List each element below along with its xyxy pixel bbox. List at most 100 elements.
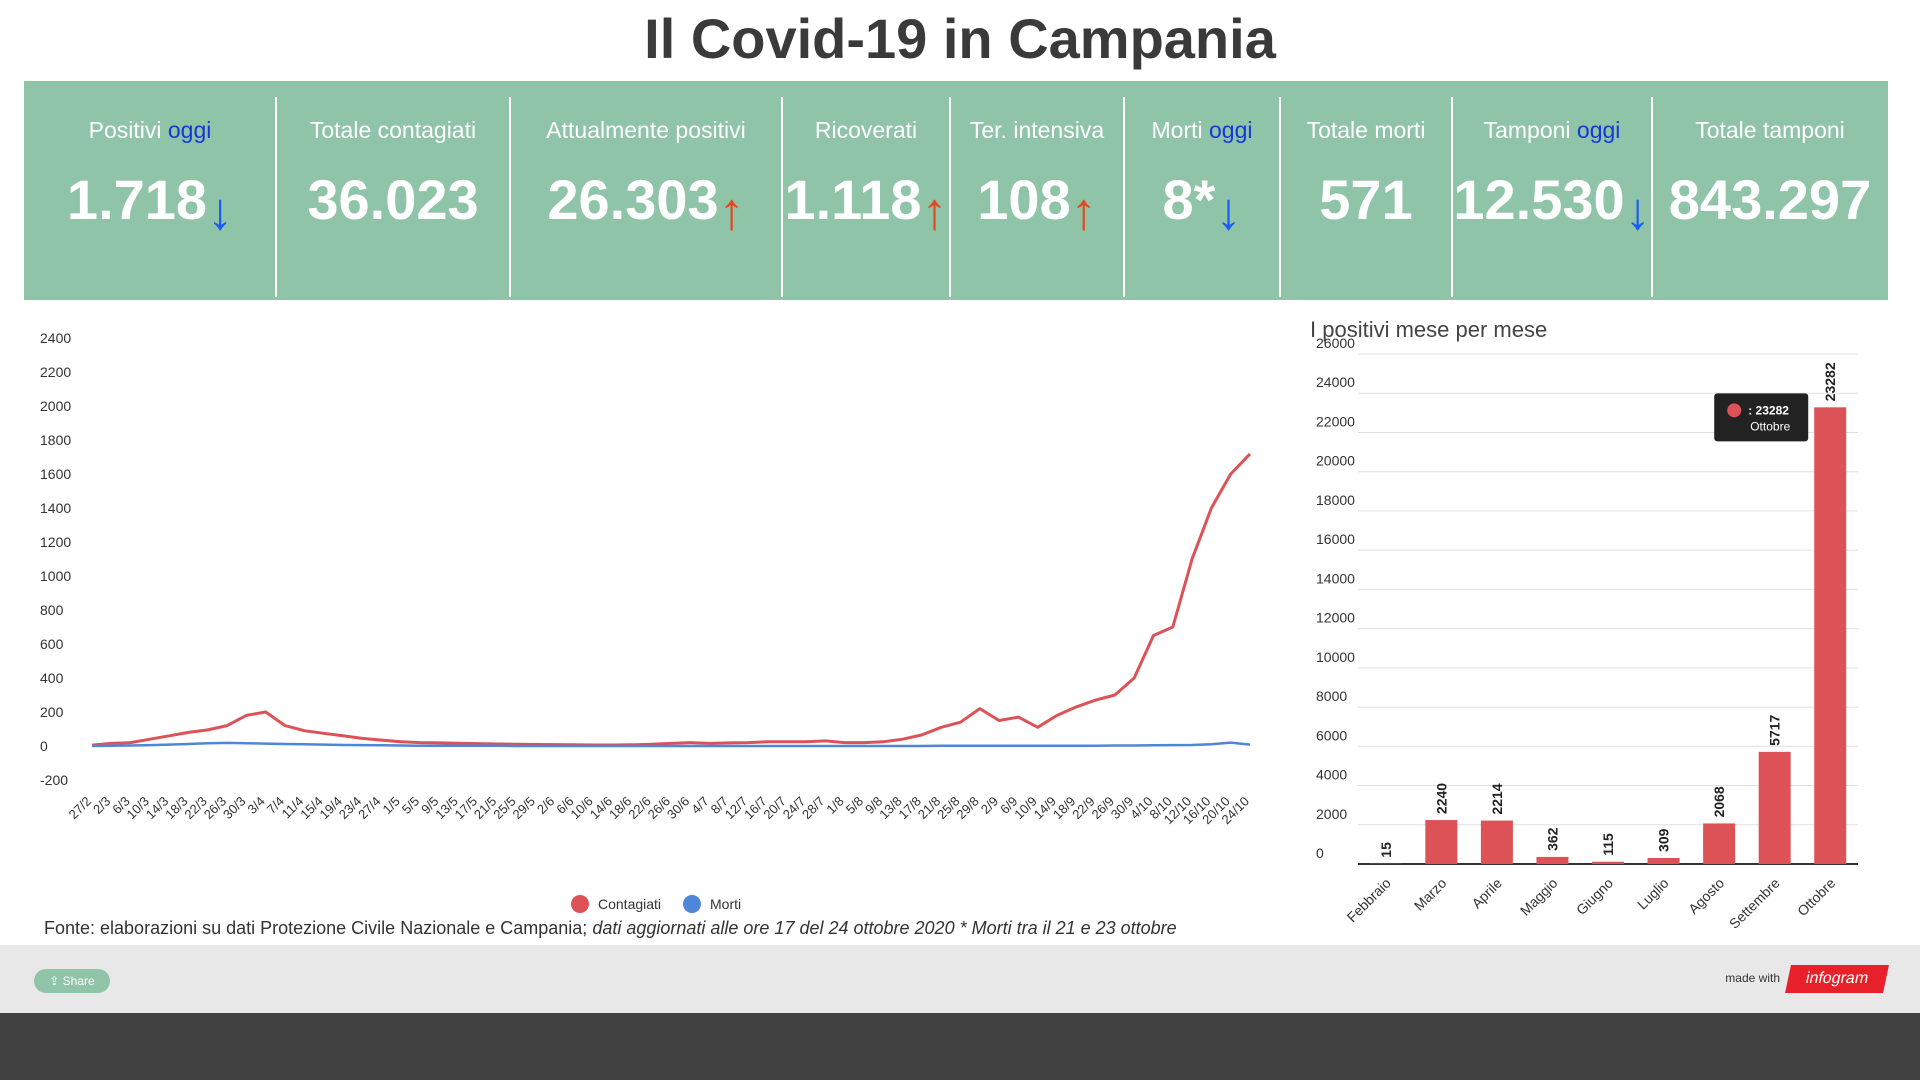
stat-card-4: Ter. intensiva 108↑ <box>950 81 1124 300</box>
bar <box>1536 856 1569 864</box>
category-label: Luglio <box>1634 875 1672 913</box>
stat-label-text: Totale contagiati <box>309 117 477 143</box>
stat-label: Positivi oggi <box>24 117 276 144</box>
y-tick-label: 10000 <box>1316 649 1355 665</box>
data-label: 362 <box>1544 827 1560 851</box>
y-tick-label: 4000 <box>1316 767 1347 783</box>
y-tick-label: 800 <box>40 602 64 618</box>
infogram-logo[interactable]: infogram <box>1785 965 1889 993</box>
arrow-down-icon: ↓ <box>1215 183 1242 241</box>
series-line-morti <box>91 741 1251 748</box>
y-tick-label: 26000 <box>1316 335 1355 351</box>
bar <box>1480 820 1513 864</box>
data-label: 2214 <box>1489 783 1505 814</box>
stat-label: Totale contagiati <box>276 117 510 144</box>
arrow-up-icon: ↑ <box>1070 183 1097 241</box>
y-tick-label: 200 <box>40 704 64 720</box>
legend-label: Contagiati <box>598 896 661 912</box>
stat-label-text: Tamponi <box>1483 117 1571 143</box>
stat-card-6: Totale morti 571 <box>1280 81 1452 300</box>
stat-label: Totale morti <box>1280 117 1452 144</box>
data-label: 5717 <box>1767 715 1783 746</box>
series-line-contagiati <box>91 452 1252 747</box>
y-tick-label: 8000 <box>1316 688 1347 704</box>
stat-value: 571 <box>1280 167 1452 232</box>
data-label: 23282 <box>1822 362 1838 401</box>
stat-label-highlight: oggi <box>1570 117 1621 143</box>
tooltip-category: Ottobre <box>1750 419 1790 433</box>
y-tick-label: 1200 <box>40 534 71 550</box>
category-label: Giugno <box>1573 875 1616 918</box>
source-detail: dati aggiornati alle ore 17 del 24 ottob… <box>592 918 1177 938</box>
y-tick-label: 2200 <box>40 364 71 380</box>
page-title: Il Covid-19 in Campania <box>644 7 1276 70</box>
data-label: 2240 <box>1433 783 1449 814</box>
y-tick-label: 1600 <box>40 466 71 482</box>
y-tick-label: 14000 <box>1316 570 1355 586</box>
bar <box>1425 820 1458 864</box>
stat-card-0: Positivi oggi 1.718↓ <box>24 81 276 300</box>
x-tick-label: 30/6 <box>664 794 693 823</box>
made-with-text: made with <box>1725 971 1780 985</box>
stat-label-text: Totale tamponi <box>1695 117 1845 143</box>
tooltip-value: : 23282 <box>1748 403 1789 417</box>
y-tick-label: 1000 <box>40 568 71 584</box>
arrow-down-icon: ↓ <box>1624 183 1651 241</box>
stat-card-5: Morti oggi 8*↓ <box>1124 81 1280 300</box>
stat-value: 8*↓ <box>1124 167 1280 241</box>
arrow-up-icon: ↑ <box>921 183 948 241</box>
bar <box>1647 857 1680 864</box>
source-note: Fonte: elaborazioni su dati Protezione C… <box>44 918 1177 939</box>
stat-value-number: 36.023 <box>307 168 479 231</box>
monthly-bar-chart: I positivi mese per mese 0 2000 4000 6000 800… <box>1310 317 1858 932</box>
y-tick-label: 0 <box>40 738 48 754</box>
stat-value-number: 108 <box>977 168 1071 231</box>
y-tick-label: 1800 <box>40 432 71 448</box>
stat-divider <box>275 97 277 297</box>
x-tick-label: 28/7 <box>799 794 828 823</box>
stat-value: 108↑ <box>950 167 1124 241</box>
source-prefix: Fonte: elaborazioni su dati Protezione C… <box>44 918 593 938</box>
tooltip-marker <box>1727 403 1742 418</box>
share-button[interactable]: ⇪ Share <box>34 969 110 993</box>
stat-value: 36.023 <box>276 167 510 232</box>
stat-value-number: 26.303 <box>547 168 719 231</box>
legend-marker <box>683 895 701 913</box>
category-label: Settembre <box>1726 875 1783 932</box>
stat-value-number: 1.118 <box>784 168 922 231</box>
footer-bar: ⇪ Share made with infogram <box>0 945 1920 1013</box>
arrow-up-icon: ↑ <box>718 183 745 241</box>
x-tick-label: 27/4 <box>355 794 384 823</box>
x-tick-label: 27/2 <box>66 794 95 823</box>
y-tick-label: 2000 <box>1316 806 1347 822</box>
stats-band: Positivi oggi 1.718↓ Totale contagiati 36.0… <box>24 81 1888 300</box>
stat-value-number: 843.297 <box>1668 168 1872 231</box>
stat-divider <box>1279 97 1281 297</box>
share-label: Share <box>62 974 95 988</box>
data-label: 309 <box>1656 828 1672 852</box>
y-tick-label: 12000 <box>1316 610 1355 626</box>
stat-value: 843.297 <box>1652 167 1888 232</box>
stat-divider <box>1451 97 1453 297</box>
stat-card-8: Totale tamponi 843.297 <box>1652 81 1888 300</box>
stat-value-number: 1.718 <box>66 168 208 231</box>
category-label: Agosto <box>1685 875 1727 917</box>
stat-label-text: Ter. intensiva <box>969 117 1105 143</box>
stat-label: Totale tamponi <box>1652 117 1888 144</box>
x-tick-label: 29/8 <box>953 794 982 823</box>
stat-label-text: Totale morti <box>1306 117 1426 143</box>
legend-label: Morti <box>710 896 741 912</box>
stat-value: 1.118↑ <box>782 167 950 241</box>
stat-divider <box>509 97 511 297</box>
category-label: Maggio <box>1517 875 1561 919</box>
legend-marker <box>571 895 589 913</box>
category-label: Febbraio <box>1344 875 1395 926</box>
stat-value-number: 571 <box>1319 168 1413 231</box>
bar <box>1592 861 1624 864</box>
y-tick-label: 2400 <box>40 330 71 346</box>
stat-label-highlight: oggi <box>161 117 212 143</box>
arrow-down-icon: ↓ <box>207 183 234 241</box>
bottom-bar <box>0 1013 1920 1080</box>
stat-value-number: 8* <box>1162 168 1216 231</box>
stat-card-1: Totale contagiati 36.023 <box>276 81 510 300</box>
